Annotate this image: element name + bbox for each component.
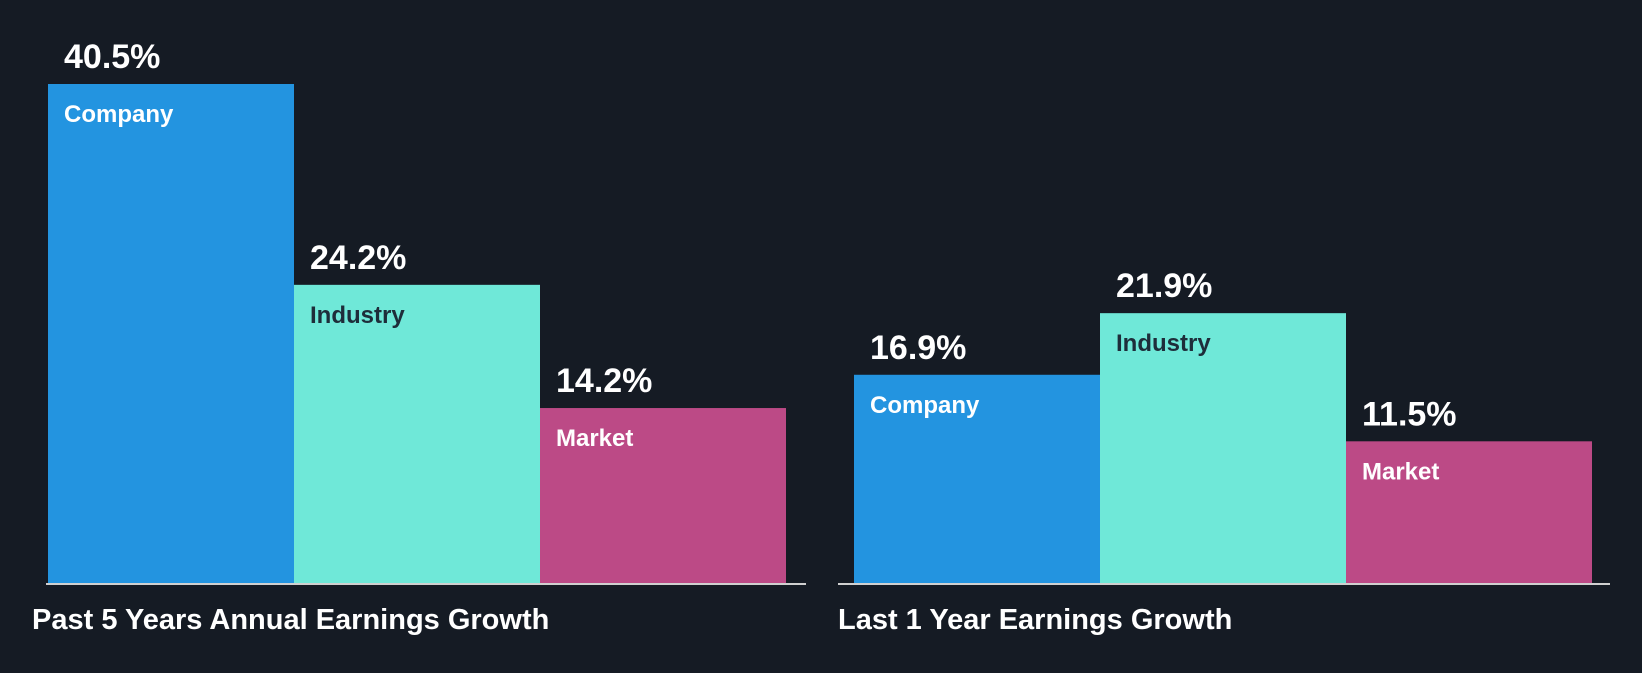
value-label-market: 11.5%: [1362, 395, 1457, 433]
category-label-industry: Industry: [310, 302, 405, 329]
category-label-company: Company: [870, 392, 980, 419]
panel-last-1-year: 16.9% Company 21.9% Industry 11.5% Market: [838, 267, 1610, 585]
value-label-industry: 21.9%: [1116, 267, 1212, 305]
value-label-company: 40.5%: [64, 38, 160, 76]
category-label-company: Company: [64, 101, 174, 128]
value-label-market: 14.2%: [556, 362, 652, 400]
bar-company: [854, 374, 1100, 583]
panel-past-5-years: 40.5% Company 24.2% Industry 14.2% Market: [46, 38, 806, 585]
bar-market: [540, 408, 786, 583]
bar-market: [1346, 441, 1592, 583]
bar-industry: [1100, 313, 1346, 583]
value-label-industry: 24.2%: [310, 239, 406, 277]
category-label-market: Market: [556, 425, 633, 452]
bar-company: [48, 84, 294, 583]
panel-title-last-1-year: Last 1 Year Earnings Growth: [838, 604, 1233, 636]
category-label-market: Market: [1362, 458, 1439, 485]
value-label-company: 16.9%: [870, 329, 966, 367]
bar-industry: [294, 284, 540, 583]
category-label-industry: Industry: [1116, 330, 1211, 357]
panel-title-past-5-years: Past 5 Years Annual Earnings Growth: [32, 604, 550, 636]
